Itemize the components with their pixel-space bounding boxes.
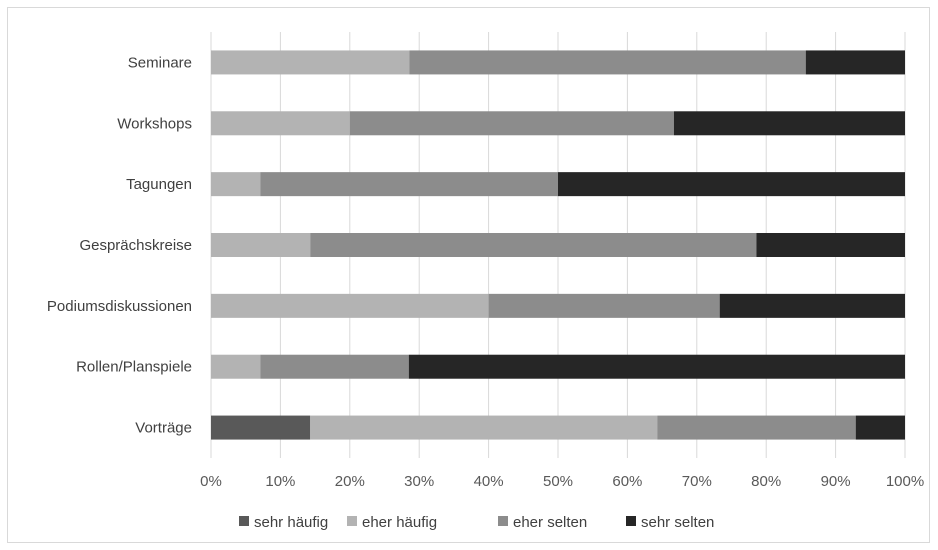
bar-segment	[211, 293, 489, 318]
legend-swatch	[239, 516, 249, 526]
bar-segment	[488, 293, 720, 318]
bar-segment	[719, 293, 905, 318]
bar-segment	[408, 354, 905, 379]
x-tick-label: 100%	[886, 473, 924, 490]
x-tick-label: 20%	[335, 473, 365, 490]
bar-segment	[211, 50, 410, 75]
legend-label: eher selten	[513, 514, 587, 531]
bar-segment	[211, 354, 261, 379]
legend-label: sehr selten	[641, 514, 714, 531]
bar-segment	[260, 172, 558, 197]
x-tick-label: 0%	[200, 473, 222, 490]
x-tick-label: 70%	[682, 473, 712, 490]
legend-swatch	[498, 516, 508, 526]
bar-segment	[211, 233, 311, 257]
x-tick-label: 60%	[612, 473, 642, 490]
bar-segment	[409, 50, 806, 75]
bar-segment	[260, 354, 409, 379]
x-tick-label: 80%	[751, 473, 781, 490]
x-tick-label: 40%	[474, 473, 504, 490]
bar-segment	[211, 172, 261, 197]
legend-swatch	[626, 516, 636, 526]
legend-swatch	[347, 516, 357, 526]
bar-segment	[855, 415, 905, 440]
x-tick-labels: 0% 10% 20% 30% 40% 50% 60% 70% 80% 90% 100%	[200, 473, 924, 490]
bar-segment	[657, 415, 856, 440]
legend-label: eher häufig	[362, 514, 437, 531]
category-label: Vorträge	[135, 420, 192, 437]
bar-segment	[756, 233, 905, 257]
category-label: Workshops	[117, 115, 192, 132]
bar-segment	[211, 111, 350, 136]
bars	[211, 50, 905, 440]
bar-segment	[805, 50, 905, 75]
legend-label: sehr häufig	[254, 514, 328, 531]
bar-segment	[310, 415, 658, 440]
category-label: Tagungen	[126, 176, 192, 193]
category-labels: Seminare Workshops Tagungen Gesprächskreise…	[47, 54, 192, 436]
bar-segment	[558, 172, 905, 197]
bar-segment	[349, 111, 674, 136]
category-label: Rollen/Planspiele	[76, 359, 192, 376]
category-label: Seminare	[128, 54, 192, 71]
bar-segment	[310, 233, 757, 257]
x-tick-label: 50%	[543, 473, 573, 490]
bar-segment	[211, 415, 311, 440]
x-tick-label: 10%	[265, 473, 295, 490]
x-tick-label: 30%	[404, 473, 434, 490]
category-label: Gesprächskreise	[79, 237, 192, 254]
bar-segment	[673, 111, 905, 136]
legend: sehr häufig eher häufig eher selten sehr se…	[239, 514, 714, 531]
x-tick-label: 90%	[821, 473, 851, 490]
category-label: Podiumsdiskussionen	[47, 298, 192, 315]
chart-frame	[7, 7, 930, 543]
